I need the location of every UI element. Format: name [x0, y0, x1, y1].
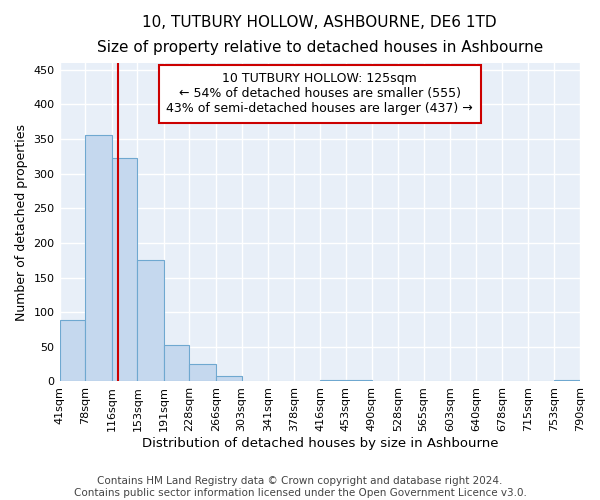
- Text: 10 TUTBURY HOLLOW: 125sqm
← 54% of detached houses are smaller (555)
43% of semi: 10 TUTBURY HOLLOW: 125sqm ← 54% of detac…: [166, 72, 473, 116]
- Bar: [554, 380, 580, 382]
- Bar: [59, 320, 85, 382]
- Bar: [137, 260, 164, 382]
- Bar: [346, 380, 371, 382]
- Text: Contains HM Land Registry data © Crown copyright and database right 2024.
Contai: Contains HM Land Registry data © Crown c…: [74, 476, 526, 498]
- Y-axis label: Number of detached properties: Number of detached properties: [15, 124, 28, 320]
- Bar: [164, 346, 190, 382]
- X-axis label: Distribution of detached houses by size in Ashbourne: Distribution of detached houses by size …: [142, 437, 498, 450]
- Bar: [85, 136, 112, 382]
- Title: 10, TUTBURY HOLLOW, ASHBOURNE, DE6 1TD
Size of property relative to detached hou: 10, TUTBURY HOLLOW, ASHBOURNE, DE6 1TD S…: [97, 15, 543, 54]
- Bar: [216, 376, 242, 382]
- Bar: [112, 158, 137, 382]
- Bar: [190, 364, 216, 382]
- Bar: [320, 380, 346, 382]
